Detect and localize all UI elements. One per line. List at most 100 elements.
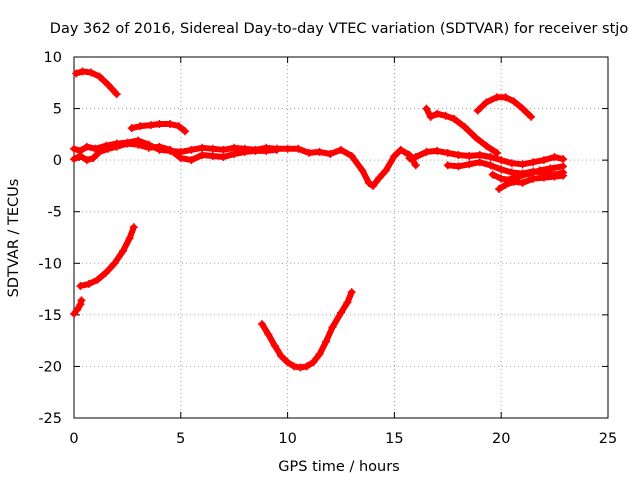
data-point (198, 150, 207, 159)
data-point (454, 162, 463, 171)
axis-ticks (73, 56, 609, 419)
data-point (104, 80, 113, 89)
data-point (230, 149, 239, 158)
data-point (251, 146, 260, 155)
data-point (176, 154, 185, 163)
data-point (304, 148, 313, 157)
data-point (76, 152, 85, 161)
data-point (95, 72, 104, 81)
data-point (257, 320, 266, 329)
data-point (559, 171, 568, 180)
data-point (76, 300, 85, 309)
data-point (396, 145, 405, 154)
data-point (337, 308, 345, 317)
data-point (495, 185, 504, 194)
data-point (358, 166, 367, 175)
series-line (71, 140, 280, 164)
series-arc-9 (422, 104, 501, 157)
data-point (294, 144, 303, 153)
axis-tick-labels: 0 5 10 15 20 25 -25 -20 -15 -10 -5 0 5 10 (38, 50, 617, 447)
data-point (433, 146, 442, 155)
data-point (219, 145, 228, 154)
y-axis-label: SDTVAR / TECUs (6, 179, 22, 298)
data-point (343, 298, 352, 307)
data-point (187, 145, 196, 154)
grid-lines (74, 57, 608, 418)
data-point (475, 158, 484, 167)
data-point (208, 152, 217, 161)
data-point (125, 234, 134, 243)
data-point (89, 154, 98, 163)
series-line (259, 289, 355, 371)
data-point (559, 155, 568, 164)
data-point (486, 153, 495, 162)
data-point (146, 121, 155, 130)
data-point (529, 174, 538, 183)
data-point (390, 152, 399, 161)
data-point (381, 166, 390, 175)
data-point (110, 259, 119, 268)
x-axis-label: GPS time / hours (278, 459, 399, 475)
data-point (559, 162, 568, 171)
data-point (72, 69, 81, 78)
data-point (482, 98, 491, 107)
data-point (91, 144, 100, 153)
data-point (524, 169, 533, 178)
x-tick-label: 5 (176, 431, 185, 447)
data-point (82, 156, 91, 165)
data-point (70, 144, 78, 153)
data-point (492, 93, 501, 102)
data-point (527, 112, 536, 121)
data-point (518, 178, 527, 187)
data-point (70, 155, 78, 164)
data-point (144, 143, 153, 152)
data-point (405, 154, 414, 163)
data-point (315, 350, 324, 359)
data-point (450, 114, 459, 123)
data-point (475, 150, 484, 159)
data-point (155, 142, 164, 151)
data-point (87, 68, 96, 77)
series-arc-8 (405, 146, 568, 169)
data-point (443, 148, 452, 157)
data-point (155, 120, 164, 129)
data-point (465, 160, 474, 169)
series-arc-12 (495, 171, 568, 194)
x-tick-label: 15 (385, 431, 403, 447)
data-point (277, 352, 286, 361)
data-point (347, 288, 356, 297)
plot-frame (73, 56, 609, 419)
data-point (443, 161, 452, 170)
data-point (208, 144, 217, 153)
data-point (369, 181, 378, 190)
data-point (454, 150, 463, 159)
data-point (283, 144, 292, 153)
data-point (174, 122, 183, 131)
data-point (134, 140, 143, 149)
data-point (471, 133, 480, 142)
y-tick-label: 5 (53, 102, 62, 118)
data-point (102, 268, 111, 277)
data-point (309, 358, 318, 367)
data-point (77, 296, 86, 305)
y-tick-label: -10 (38, 256, 62, 272)
data-point (539, 173, 548, 182)
data-point (315, 147, 324, 156)
data-point (375, 173, 384, 182)
data-point (198, 143, 207, 152)
data-point (411, 153, 420, 162)
data-point (95, 147, 104, 156)
data-point (550, 153, 559, 162)
data-point (347, 152, 356, 161)
data-point (78, 67, 87, 76)
data-point (539, 156, 548, 165)
x-tick-label: 25 (599, 431, 617, 447)
data-point (322, 337, 331, 346)
series-arc-7 (257, 288, 356, 372)
data-point (270, 341, 279, 350)
data-point (240, 147, 249, 156)
data-point (505, 175, 514, 184)
y-tick-label: 0 (53, 153, 62, 169)
data-point (127, 124, 136, 133)
data-point (492, 148, 501, 157)
